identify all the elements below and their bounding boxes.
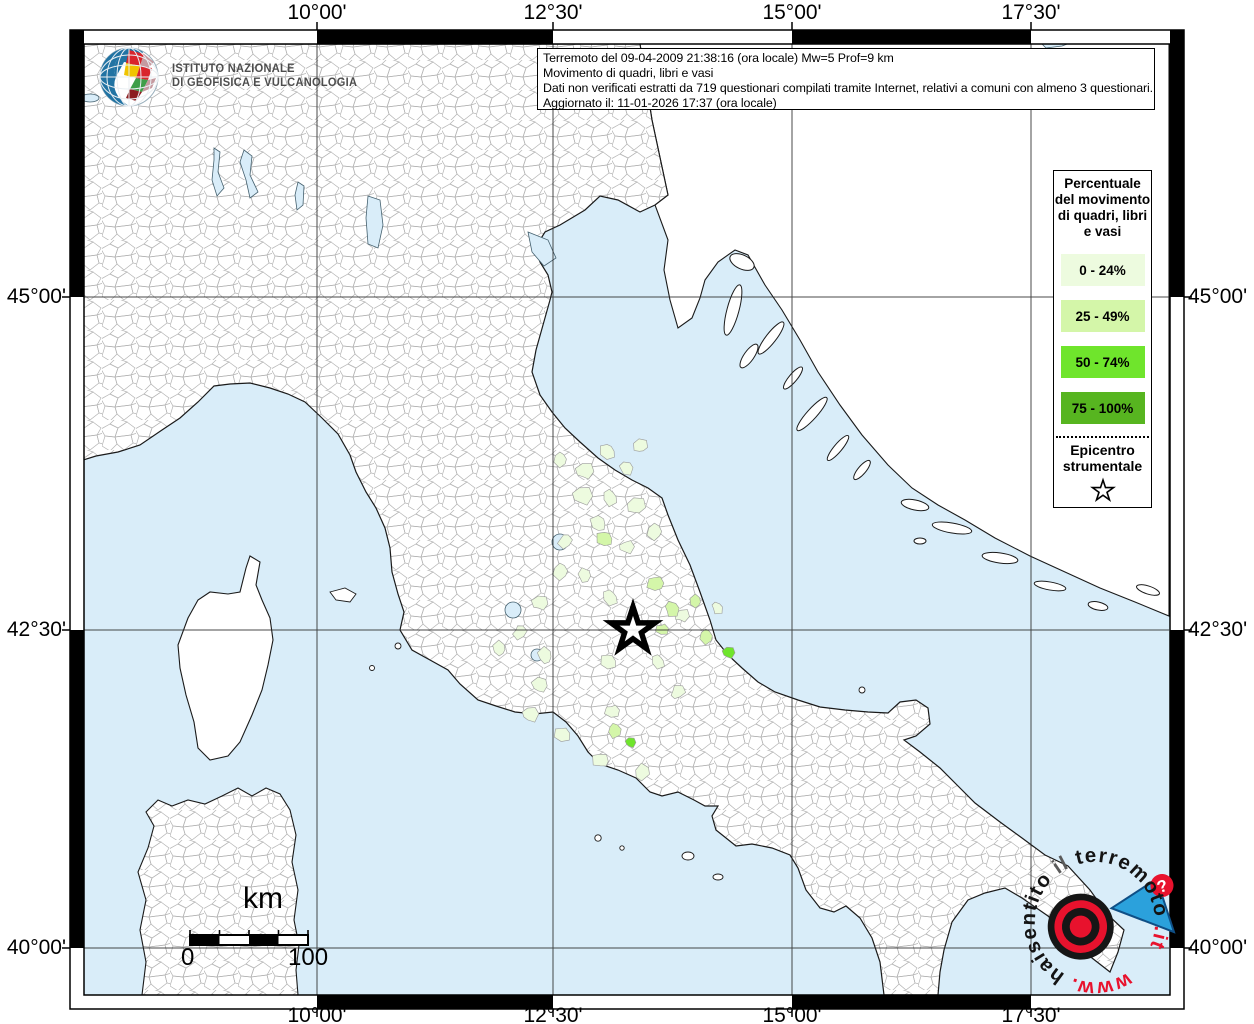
municipality-highlight (604, 704, 620, 718)
municipality-highlight (589, 515, 606, 531)
municipality-highlight (553, 727, 571, 742)
municipality-highlight (635, 762, 650, 782)
municipality-highlight (699, 628, 713, 646)
municipality-highlight (596, 531, 613, 547)
epicenter-star-icon (1089, 477, 1116, 502)
municipality-highlight (577, 567, 592, 583)
highlighted-municipalities (492, 438, 736, 782)
municipality-highlight (646, 522, 663, 542)
axis-label-lon: 12°30' (523, 1, 583, 24)
municipality-highlight (530, 676, 548, 693)
municipality-highlight (571, 487, 594, 506)
axis-label-lat: 40°00' (1188, 936, 1248, 959)
municipality-highlight (536, 645, 552, 665)
url-www: www. (1066, 968, 1137, 1001)
scale-bar-graphic (189, 930, 309, 946)
axis-label-lat: 42°30' (1188, 618, 1248, 641)
info-line-updated: Aggiornato il: 11-01-2026 17:37 (ora loc… (543, 95, 777, 110)
municipality-highlight (557, 534, 573, 550)
bullseye-icon: ? (1047, 874, 1176, 960)
municipality-highlight (592, 753, 609, 767)
municipality-highlight (627, 497, 647, 514)
map-frame (62, 22, 1192, 1017)
info-line-question: Movimento di quadri, libri e vasi (543, 65, 714, 80)
url-it: .it (1145, 925, 1173, 954)
graticule-grid-lines (84, 44, 1169, 995)
municipality-highlight (689, 593, 701, 609)
municipality-highlight (633, 438, 648, 452)
info-line-event: Terremoto del 09-04-2009 21:38:16 (ora l… (543, 51, 894, 65)
axis-label-lon: 10°00' (287, 1004, 347, 1024)
municipality-highlight (521, 707, 540, 723)
hsit-watermark-logo: ? www. haisentito il terremoto .it (1017, 844, 1176, 1001)
axis-label-lon: 12°30' (523, 1004, 583, 1024)
municipality-highlight (603, 589, 618, 607)
municipality-highlight (674, 609, 690, 623)
question-mark-icon (1150, 874, 1174, 898)
axis-label-lat: 40°00' (6, 936, 66, 959)
municipality-highlight (552, 562, 569, 582)
municipality-highlight (651, 654, 665, 670)
axis-label-lon: 15°00' (762, 1, 822, 24)
lakes (84, 44, 1069, 662)
municipality-highlight (553, 451, 567, 469)
legend-swatch-75-100: 75 - 100% (1060, 392, 1145, 424)
ingv-name-line2: DI GEOFISICA E VULCANOLOGIA (172, 77, 358, 89)
axis-label-lon: 10°00' (287, 1, 347, 24)
scale-min-label: 0 (181, 944, 195, 971)
scale-bar: km 0 100 (175, 878, 329, 978)
municipality-highlight (646, 576, 665, 591)
municipality-highlight (664, 601, 680, 617)
municipality-highlight (624, 737, 637, 748)
ingv-logo: ISTITUTO NAZIONALE DI GEOFISICA E VULCAN… (96, 42, 365, 110)
municipality-highlight (608, 722, 622, 739)
croatian-islands (723, 253, 1160, 611)
municipality-highlight (619, 540, 635, 555)
epicenter-legend-label: Epicentro strumentale (1062, 442, 1143, 474)
municipality-highlight (530, 595, 549, 611)
municipality-highlight (711, 601, 723, 615)
axis-label-lat: 45°00' (1188, 285, 1248, 308)
ingv-name-line1: ISTITUTO NAZIONALE (172, 63, 295, 75)
ingv-globe-icon (99, 47, 159, 107)
municipality-highlight (574, 463, 595, 480)
legend-swatch-0-24: 0 - 24% (1060, 254, 1145, 286)
axis-label-lon: 17°30' (1001, 1, 1061, 24)
municipality-highlight (512, 625, 528, 641)
axis-label-lon: 17°30' (1001, 1004, 1061, 1024)
legend-title: Percentuale del movimento di quadri, lib… (1054, 176, 1151, 239)
corsica-island (177, 555, 274, 761)
municipality-highlight (670, 685, 687, 700)
small-islands (329, 587, 866, 881)
municipality-highlight (600, 654, 616, 670)
municipality-highlight (618, 461, 634, 476)
epicenter-star-marker (602, 598, 664, 656)
axis-label-lat: 42°30' (6, 618, 66, 641)
axis-label-lon: 15°00' (762, 1004, 822, 1024)
municipality-highlight (603, 488, 618, 508)
axis-label-lat: 45°00' (6, 285, 66, 308)
legend-divider (1056, 436, 1149, 438)
earthquake-info-box: Terremoto del 09-04-2009 21:38:16 (ora l… (537, 48, 1155, 110)
legend-panel: Percentuale del movimento di quadri, lib… (1053, 170, 1152, 508)
municipality-highlight (599, 444, 615, 460)
municipality-highlight (655, 623, 669, 635)
legend-swatch-50-74: 50 - 74% (1060, 346, 1145, 378)
scale-max-label: 100 (288, 944, 329, 971)
scale-unit-label: km (243, 882, 283, 915)
legend-swatch-25-49: 25 - 49% (1060, 300, 1145, 332)
balkan-landmass (639, 44, 1170, 617)
info-line-source: Dati non verificati estratti da 719 ques… (543, 80, 1154, 95)
url-il: il (1048, 851, 1073, 878)
municipality-highlight (721, 646, 736, 659)
municipality-highlight (492, 639, 506, 657)
